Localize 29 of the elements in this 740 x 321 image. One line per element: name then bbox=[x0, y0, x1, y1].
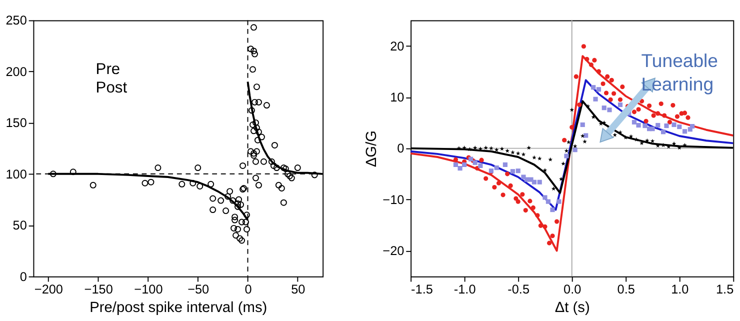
y-axis-title: ΔG/G bbox=[364, 130, 380, 168]
y-tick-label: 0 bbox=[20, 270, 27, 284]
annotation: Post bbox=[96, 80, 128, 97]
y-tick-label: 50 bbox=[12, 218, 27, 233]
x-tick-label: −50 bbox=[188, 282, 210, 296]
x-tick-label: 0.0 bbox=[564, 282, 582, 296]
y-tick-label: −20 bbox=[382, 244, 404, 258]
y-tick-label: 0 bbox=[397, 142, 404, 156]
x-axis-title: Pre/post spike interval (ms) bbox=[90, 300, 268, 316]
x-tick-label: -0.5 bbox=[508, 282, 530, 296]
y-tick-label: 100 bbox=[6, 167, 27, 182]
x-axis-title: Δt (s) bbox=[554, 300, 590, 316]
y-tick-label: 20 bbox=[390, 39, 404, 54]
x-tick-label: 50 bbox=[291, 282, 306, 296]
x-tick-label: −150 bbox=[84, 282, 113, 296]
y-tick-label: 250 bbox=[6, 14, 27, 28]
x-tick-label: 1.5 bbox=[716, 282, 734, 296]
y-tick-label: 150 bbox=[6, 116, 27, 130]
y-tick-label: 200 bbox=[6, 64, 27, 79]
y-tick-label: 10 bbox=[390, 90, 404, 104]
x-tick-label: −200 bbox=[34, 282, 63, 296]
annotation: Pre bbox=[96, 61, 120, 78]
x-tick-label: 0 bbox=[244, 282, 252, 296]
x-tick-label: -1.5 bbox=[411, 282, 433, 296]
x-tick-label: 0.5 bbox=[617, 282, 635, 296]
x-tick-label: -1.0 bbox=[454, 282, 476, 296]
x-tick-label: −100 bbox=[134, 282, 163, 296]
y-tick-label: −10 bbox=[382, 192, 404, 207]
x-tick-label: 1.0 bbox=[671, 282, 689, 296]
